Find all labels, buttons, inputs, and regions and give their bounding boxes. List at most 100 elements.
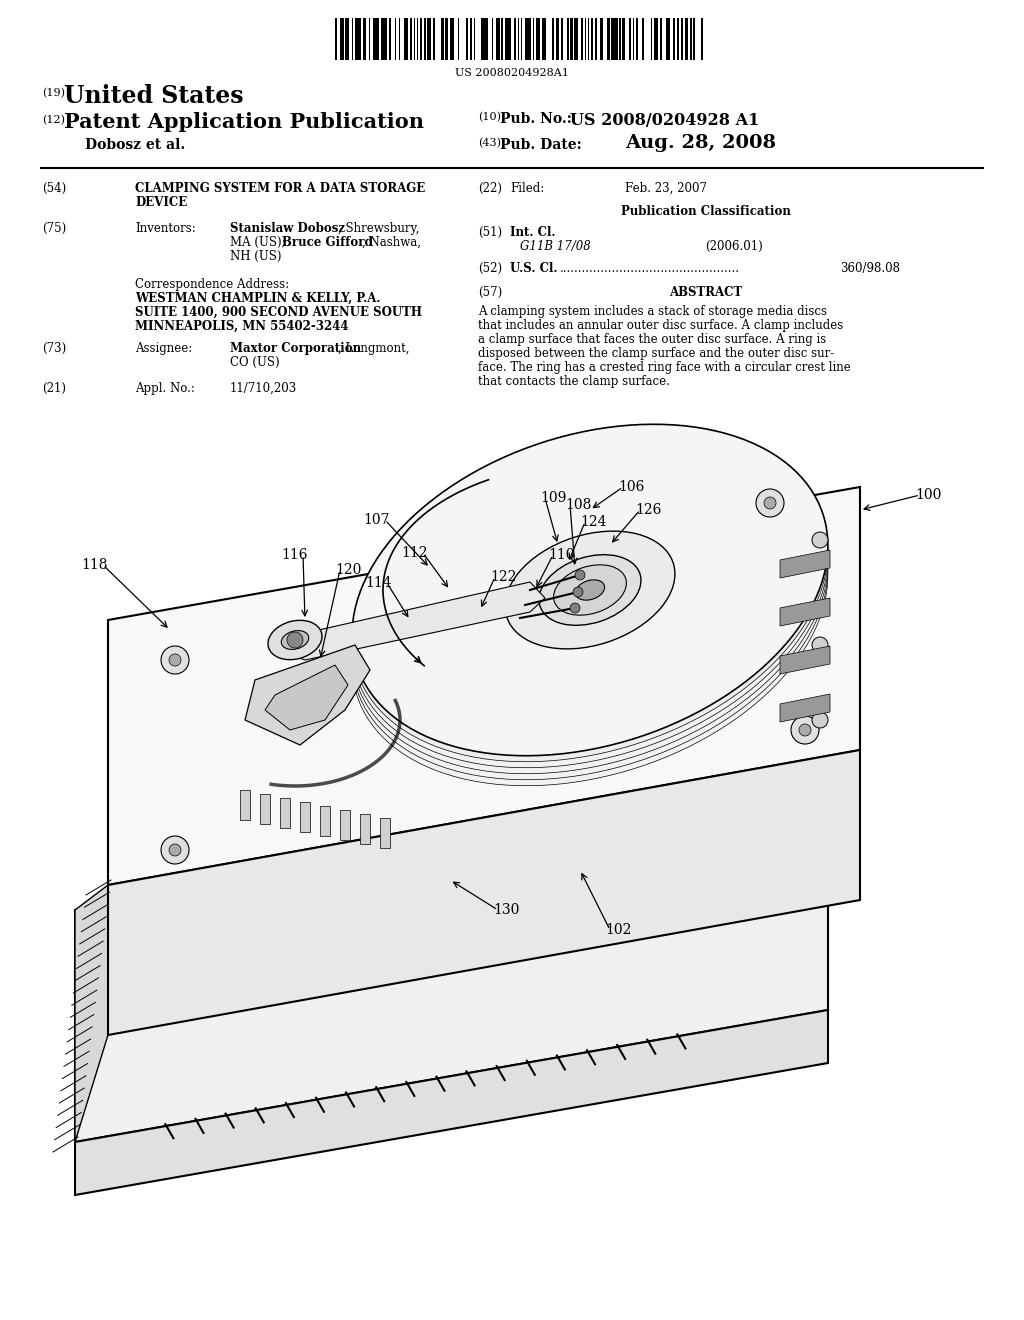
Text: MA (US);: MA (US); bbox=[230, 236, 290, 249]
Bar bbox=[473, 18, 475, 59]
Bar bbox=[633, 18, 634, 59]
Bar bbox=[398, 18, 400, 59]
Bar bbox=[588, 18, 589, 59]
Circle shape bbox=[169, 843, 181, 855]
Text: a clamp surface that faces the outer disc surface. A ring is: a clamp surface that faces the outer dis… bbox=[478, 333, 826, 346]
Text: Publication Classification: Publication Classification bbox=[622, 205, 791, 218]
Bar bbox=[650, 18, 652, 59]
Bar bbox=[424, 18, 426, 59]
Bar bbox=[420, 18, 422, 59]
Bar bbox=[340, 810, 350, 840]
Circle shape bbox=[287, 632, 303, 648]
Text: NH (US): NH (US) bbox=[230, 249, 282, 263]
Text: Patent Application Publication: Patent Application Publication bbox=[63, 112, 424, 132]
Text: ................................................: ........................................… bbox=[560, 261, 740, 275]
Bar bbox=[599, 18, 603, 59]
Bar bbox=[414, 18, 416, 59]
Bar bbox=[556, 18, 558, 59]
Bar bbox=[501, 18, 503, 59]
Bar bbox=[585, 18, 586, 59]
Polygon shape bbox=[75, 777, 828, 1142]
Text: 110: 110 bbox=[548, 548, 574, 562]
Bar bbox=[623, 18, 625, 59]
Bar bbox=[410, 18, 412, 59]
Bar bbox=[542, 18, 546, 59]
Text: G11B 17/08: G11B 17/08 bbox=[520, 240, 591, 253]
Bar bbox=[595, 18, 597, 59]
Bar bbox=[570, 18, 572, 59]
Bar bbox=[340, 18, 344, 59]
Text: (54): (54) bbox=[42, 182, 67, 195]
Bar bbox=[591, 18, 593, 59]
Bar bbox=[611, 18, 617, 59]
Text: 108: 108 bbox=[565, 498, 592, 512]
Ellipse shape bbox=[282, 631, 308, 649]
Text: 106: 106 bbox=[618, 480, 644, 494]
Circle shape bbox=[573, 587, 583, 597]
Polygon shape bbox=[108, 750, 860, 1035]
Ellipse shape bbox=[352, 424, 827, 756]
Bar bbox=[492, 18, 494, 59]
Bar bbox=[552, 18, 554, 59]
Bar bbox=[690, 18, 691, 59]
Bar bbox=[354, 18, 361, 59]
Circle shape bbox=[756, 488, 784, 517]
Text: that contacts the clamp surface.: that contacts the clamp surface. bbox=[478, 375, 670, 388]
Bar bbox=[660, 18, 663, 59]
Polygon shape bbox=[780, 550, 830, 578]
Text: 100: 100 bbox=[915, 488, 941, 502]
Polygon shape bbox=[275, 582, 545, 660]
Text: 107: 107 bbox=[364, 513, 390, 527]
Bar bbox=[381, 18, 387, 59]
Ellipse shape bbox=[352, 442, 827, 774]
Circle shape bbox=[169, 653, 181, 667]
Text: Correspondence Address:: Correspondence Address: bbox=[135, 279, 289, 290]
Bar bbox=[567, 18, 568, 59]
Text: SUITE 1400, 900 SECOND AVENUE SOUTH: SUITE 1400, 900 SECOND AVENUE SOUTH bbox=[135, 306, 422, 319]
Text: , Longmont,: , Longmont, bbox=[338, 342, 410, 355]
Text: US 20080204928A1: US 20080204928A1 bbox=[455, 69, 569, 78]
Ellipse shape bbox=[352, 449, 827, 780]
Bar bbox=[496, 18, 500, 59]
Bar bbox=[240, 789, 250, 820]
Text: 130: 130 bbox=[493, 903, 519, 917]
Bar bbox=[581, 18, 583, 59]
Bar bbox=[536, 18, 540, 59]
Polygon shape bbox=[265, 665, 348, 730]
Bar bbox=[685, 18, 688, 59]
Bar bbox=[667, 18, 671, 59]
Text: CO (US): CO (US) bbox=[230, 356, 280, 370]
Text: disposed between the clamp surface and the outer disc sur-: disposed between the clamp surface and t… bbox=[478, 347, 835, 360]
Bar bbox=[636, 18, 638, 59]
Bar bbox=[427, 18, 431, 59]
Bar bbox=[466, 18, 468, 59]
Text: (21): (21) bbox=[42, 381, 66, 395]
Bar bbox=[532, 18, 535, 59]
Ellipse shape bbox=[352, 437, 827, 768]
Text: face. The ring has a crested ring face with a circular crest line: face. The ring has a crested ring face w… bbox=[478, 360, 851, 374]
Bar bbox=[620, 18, 621, 59]
Bar bbox=[360, 814, 370, 843]
Text: that includes an annular outer disc surface. A clamp includes: that includes an annular outer disc surf… bbox=[478, 319, 843, 333]
Polygon shape bbox=[75, 884, 108, 1142]
Circle shape bbox=[812, 638, 828, 653]
Polygon shape bbox=[108, 487, 860, 884]
Text: Maxtor Corporation: Maxtor Corporation bbox=[230, 342, 361, 355]
Text: Aug. 28, 2008: Aug. 28, 2008 bbox=[625, 135, 776, 152]
Polygon shape bbox=[75, 1010, 828, 1195]
Bar bbox=[654, 18, 657, 59]
Bar bbox=[319, 807, 330, 836]
Bar bbox=[521, 18, 522, 59]
Text: (57): (57) bbox=[478, 286, 502, 300]
Text: United States: United States bbox=[63, 84, 244, 108]
Text: 360/98.08: 360/98.08 bbox=[840, 261, 900, 275]
Text: (19): (19) bbox=[42, 88, 65, 98]
Text: Filed:: Filed: bbox=[510, 182, 544, 195]
Bar bbox=[458, 18, 460, 59]
Bar bbox=[335, 18, 337, 59]
Text: , Shrewsbury,: , Shrewsbury, bbox=[338, 222, 420, 235]
Bar bbox=[561, 18, 563, 59]
Bar bbox=[642, 18, 644, 59]
Circle shape bbox=[799, 723, 811, 737]
Text: U.S. Cl.: U.S. Cl. bbox=[510, 261, 557, 275]
